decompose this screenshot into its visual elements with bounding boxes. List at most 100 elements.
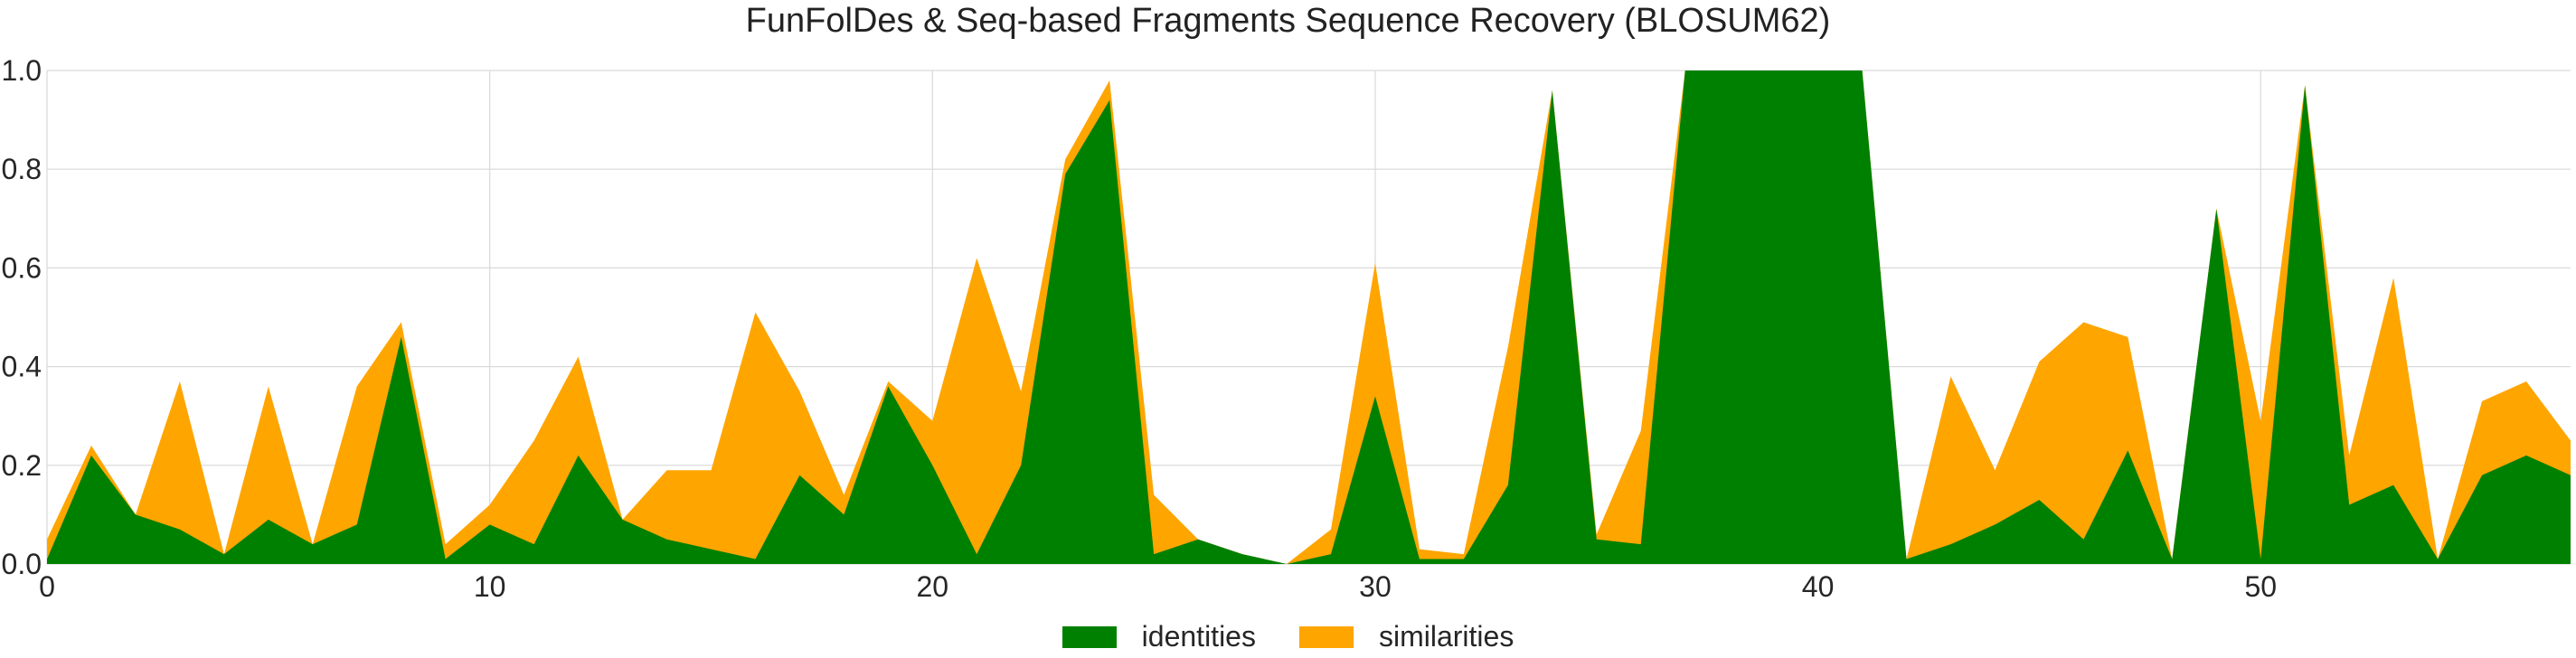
data-point-similarities [488,503,492,506]
data-point-identities [930,464,934,467]
y-tick-label: 0.4 [2,351,42,383]
area-identities [47,70,2571,564]
y-tick-label: 0.6 [2,251,42,284]
data-point-identities [222,552,226,556]
data-point-similarities [267,384,270,388]
data-point-identities [886,384,890,388]
data-point-similarities [2126,335,2129,339]
x-tick-label: 20 [917,570,949,603]
data-point-identities [1019,464,1023,467]
area-similarities [47,70,2571,564]
data-point-identities [2126,448,2129,452]
data-point-identities [842,512,845,516]
data-point-similarities [90,444,93,447]
data-point-identities [444,558,448,561]
data-point-similarities [665,468,669,472]
data-point-identities [1816,69,1820,72]
data-point-identities [1684,69,1687,72]
data-point-identities [1728,69,1731,72]
data-point-identities [267,518,270,522]
data-point-identities [753,558,757,561]
data-point-identities [709,548,712,551]
data-point-identities [2037,498,2041,502]
legend-swatch-identities [1062,625,1117,648]
data-point-similarities [1506,345,1510,349]
data-point-similarities [842,494,845,497]
x-tick-label: 10 [474,570,506,603]
data-point-identities [355,522,359,526]
legend: identities similarities [0,620,2576,653]
data-point-similarities [1993,468,1996,472]
data-point-similarities [1462,552,1466,556]
data-point-similarities [2081,320,2085,324]
data-point-similarities [1152,494,1156,497]
data-point-identities [1373,394,1377,398]
data-point-similarities [533,439,536,443]
data-point-identities [1152,552,1156,556]
data-point-identities [311,542,315,546]
data-point-identities [1772,69,1776,72]
data-point-identities [1551,89,1554,92]
y-tick-label: 1.0 [2,54,42,87]
y-tick-label: 0.0 [2,548,42,580]
data-point-similarities [577,355,580,359]
data-point-identities [2480,474,2484,477]
x-tick-label: 50 [2244,570,2277,603]
data-point-similarities [1949,375,1952,379]
data-point-identities [1905,558,1909,561]
data-point-identities [797,474,801,477]
data-point-identities [2569,474,2572,477]
y-tick-label: 0.8 [2,153,42,185]
data-point-similarities [355,384,359,388]
data-point-identities [90,454,93,457]
data-point-similarities [2524,380,2528,383]
data-point-similarities [1108,79,1111,82]
data-point-identities [1595,538,1599,541]
data-point-similarities [400,320,403,324]
legend-label-identities: identities [1141,620,1256,653]
data-point-identities [533,542,536,546]
chart-title: FunFolDes & Seq-based Fragments Sequence… [745,2,1831,40]
data-point-identities [665,538,669,541]
data-point-similarities [2392,276,2395,279]
legend-item-similarities: similarities [1298,620,1514,653]
data-point-identities [2170,558,2174,561]
data-point-identities [2081,538,2085,541]
data-point-similarities [178,380,182,383]
x-tick-label: 0 [39,570,55,603]
data-point-identities [2303,83,2307,87]
data-point-identities [2436,558,2439,561]
data-point-similarities [2569,439,2572,443]
data-point-similarities [930,419,934,423]
data-point-identities [2259,558,2262,561]
data-point-similarities [2480,400,2484,403]
data-point-similarities [444,542,448,546]
data-point-identities [1506,484,1510,487]
data-point-identities [1949,542,1952,546]
legend-item-identities: identities [1062,620,1256,653]
data-point-similarities [2347,454,2351,457]
data-point-similarities [709,468,712,472]
data-point-identities [1861,69,1864,72]
data-point-similarities [1329,528,1333,531]
data-point-identities [1418,558,1421,561]
legend-swatch-similarities [1298,625,1354,648]
x-tick-label: 30 [1359,570,1392,603]
data-point-identities [1063,173,1067,176]
data-point-identities [1639,542,1643,546]
data-point-similarities [2037,360,2041,363]
data-point-similarities [2259,419,2262,423]
data-point-identities [1329,552,1333,556]
y-tick-label: 0.2 [2,449,42,482]
data-point-identities [2214,207,2218,211]
data-point-similarities [1373,261,1377,265]
data-point-similarities [975,256,978,259]
data-point-identities [2347,503,2351,506]
legend-label-similarities: similarities [1378,620,1514,653]
data-point-identities [488,522,492,526]
data-point-identities [2392,484,2395,487]
data-point-similarities [45,538,49,541]
data-point-identities [400,335,403,339]
